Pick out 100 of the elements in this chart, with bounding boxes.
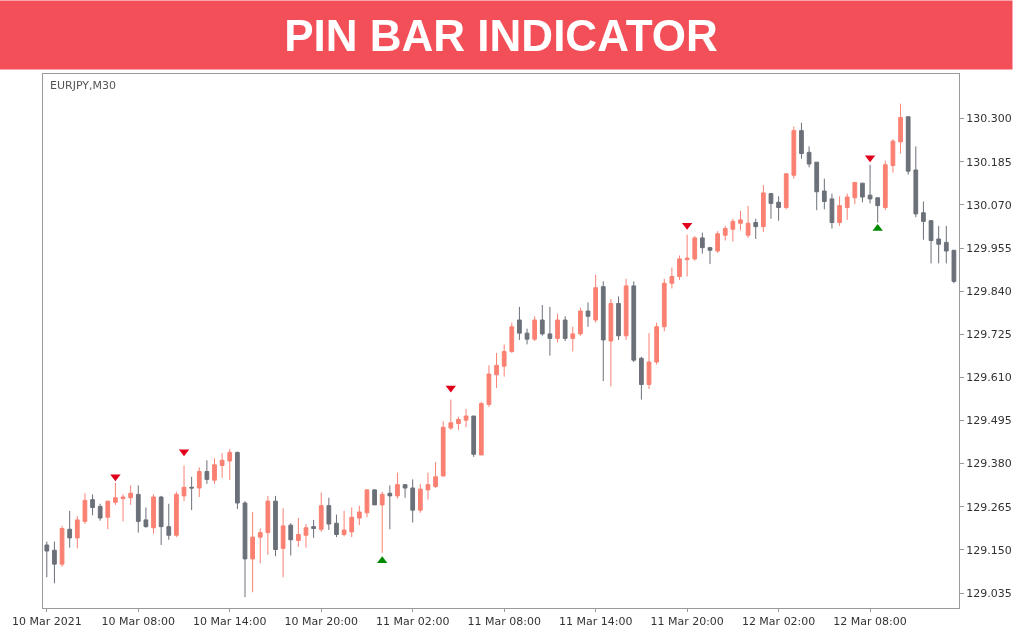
candlestick xyxy=(97,503,103,522)
candlestick xyxy=(341,510,347,537)
candlestick xyxy=(349,507,355,538)
candlestick xyxy=(821,178,827,210)
candlestick xyxy=(74,515,80,549)
candlestick xyxy=(905,116,911,175)
candlestick xyxy=(151,493,156,535)
x-tick-label: 10 Mar 20:00 xyxy=(284,615,358,629)
candlestick xyxy=(135,484,141,534)
candlestick xyxy=(562,315,568,342)
candlestick xyxy=(113,482,118,506)
candlestick xyxy=(875,197,881,223)
candlestick xyxy=(867,164,873,204)
candlestick xyxy=(494,352,499,389)
candlestick xyxy=(250,511,255,593)
candlestick xyxy=(722,225,728,241)
candlestick xyxy=(707,247,713,265)
candlestick xyxy=(52,541,57,584)
candlestick xyxy=(616,295,621,341)
y-tick-label: 129.035 xyxy=(966,586,1012,600)
candlestick xyxy=(943,225,949,264)
candlestick xyxy=(799,122,804,160)
candlestick xyxy=(166,503,172,541)
candlestick xyxy=(806,145,812,168)
candlestick xyxy=(433,461,438,489)
x-tick-label: 10 Mar 14:00 xyxy=(193,615,267,629)
x-tick-label: 10 Mar 08:00 xyxy=(101,615,176,629)
candlestick xyxy=(265,495,271,556)
candlestick xyxy=(189,476,195,511)
candlestick xyxy=(517,306,522,341)
candlestick xyxy=(654,322,659,366)
candlestick xyxy=(326,497,332,531)
candlestick xyxy=(791,126,797,180)
candlestick xyxy=(555,313,560,343)
candlestick xyxy=(852,181,858,205)
candlestick xyxy=(700,232,705,255)
candlestick xyxy=(143,507,149,529)
y-tick-label: 129.265 xyxy=(966,500,1012,514)
candlestick xyxy=(295,517,301,548)
annotation: EURJPY,M30 xyxy=(50,79,116,92)
candlestick xyxy=(334,514,339,538)
candlestick xyxy=(509,322,515,354)
candlestick xyxy=(646,332,652,390)
candlestick xyxy=(814,161,820,211)
candlestick xyxy=(745,205,751,239)
candlestick xyxy=(181,465,187,502)
candlestick xyxy=(547,306,553,357)
y-tick-label: 129.725 xyxy=(966,328,1012,342)
candlestick xyxy=(783,173,789,210)
candlestick xyxy=(524,328,530,345)
y-tick-label: 130.070 xyxy=(966,198,1012,212)
candlestick xyxy=(532,315,538,342)
candlestick xyxy=(303,523,309,549)
x-tick-label: 11 Mar 08:00 xyxy=(467,615,541,629)
candlestick xyxy=(928,220,934,264)
candlestick xyxy=(776,195,781,222)
candlestick xyxy=(128,484,134,506)
candlestick xyxy=(227,448,233,481)
candlestick xyxy=(486,364,492,408)
candlestick xyxy=(898,103,903,154)
candlestick xyxy=(90,493,95,516)
candlestick xyxy=(356,505,362,526)
x-tick-label: 12 Mar 02:00 xyxy=(741,615,816,629)
candlestick xyxy=(105,500,111,530)
x-tick-label: 12 Mar 08:00 xyxy=(833,615,907,629)
candlestick xyxy=(395,472,400,499)
candlestick xyxy=(570,326,576,352)
candlestick xyxy=(661,278,667,332)
candlestick xyxy=(174,491,179,538)
candlestick xyxy=(448,399,454,431)
candlestick xyxy=(402,484,408,499)
candlestick xyxy=(204,459,210,485)
candlestick xyxy=(593,274,599,324)
candlestick xyxy=(417,483,423,514)
candlestick xyxy=(219,452,225,479)
candlestick xyxy=(913,145,919,218)
candlestick xyxy=(578,307,583,337)
candlestick xyxy=(387,484,393,530)
y-tick-label: 129.150 xyxy=(966,543,1012,557)
candlestick xyxy=(837,195,842,227)
y-tick-label: 129.495 xyxy=(966,414,1012,428)
candlestick xyxy=(639,356,644,400)
candlestick xyxy=(212,457,217,485)
candlestick xyxy=(692,235,698,262)
candlestick xyxy=(120,493,126,522)
candlestick xyxy=(463,408,469,428)
candlestick xyxy=(280,507,286,578)
x-tick-label: 11 Mar 02:00 xyxy=(375,615,450,629)
candlestick xyxy=(882,160,888,211)
candlestick xyxy=(257,528,263,564)
candlestick xyxy=(242,500,248,598)
x-tick-label: 11 Mar 14:00 xyxy=(558,615,633,629)
candlestick xyxy=(539,304,545,337)
candlestick xyxy=(600,280,606,382)
candlestick xyxy=(669,267,675,289)
candlestick xyxy=(158,495,164,546)
candlestick xyxy=(67,510,73,549)
candlestick xyxy=(829,193,835,229)
candlestick xyxy=(768,192,774,220)
candlestick xyxy=(44,541,50,578)
